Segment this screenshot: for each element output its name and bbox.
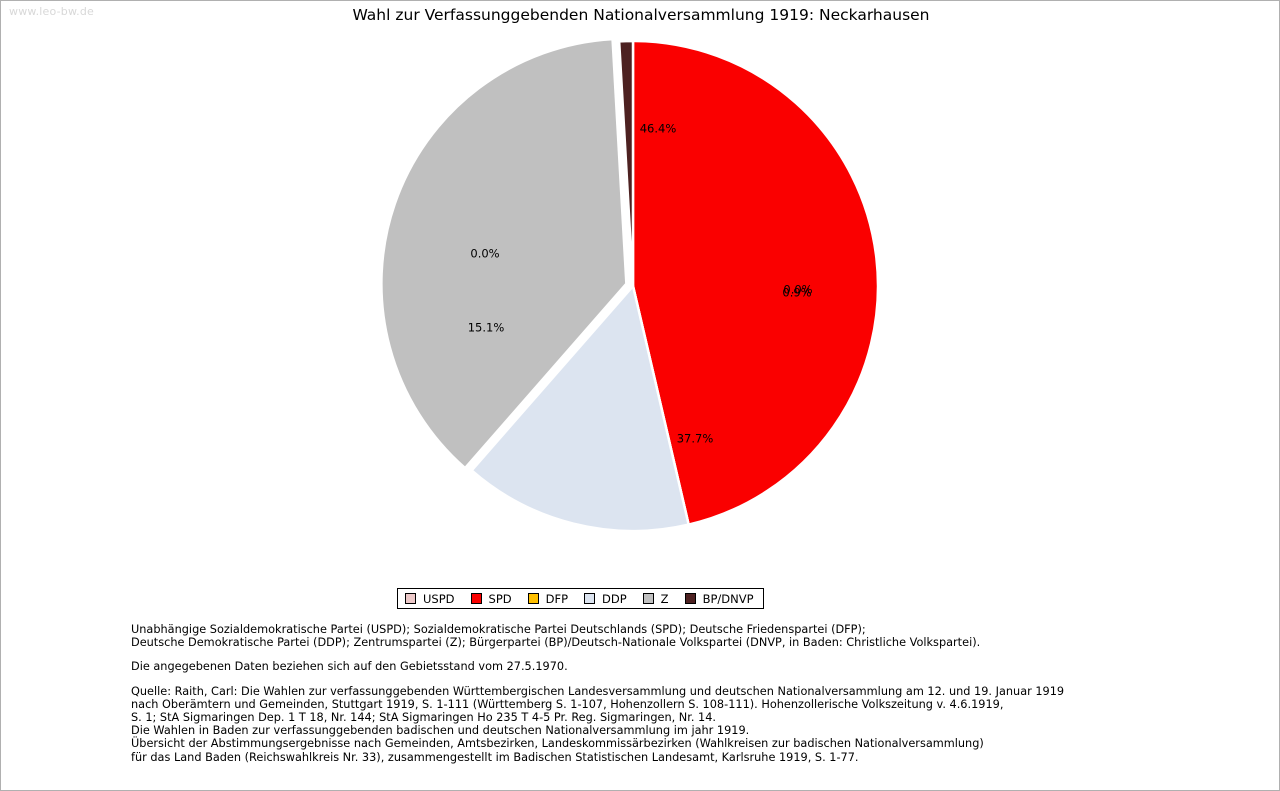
pie-slice-label-z: 37.7% (677, 432, 714, 446)
legend-item-label: BP/DNVP (702, 591, 754, 606)
footnotes: Unabhängige Sozialdemokratische Partei (… (131, 623, 1251, 764)
legend-swatch-icon (642, 593, 654, 604)
footnote-source-line: Die Wahlen in Baden zur verfassunggebend… (131, 724, 750, 738)
legend-swatch-icon (584, 593, 596, 604)
pie-slice-label-spd: 46.4% (640, 122, 677, 136)
legend-swatch-icon (405, 593, 416, 604)
footnote-source: Quelle: Raith, Carl: Die Wahlen zur verf… (131, 685, 1251, 764)
footnote-parties-line: Unabhängige Sozialdemokratische Partei (… (131, 623, 866, 636)
pie-slice-label-bp-dnvp: 0.9% (782, 286, 811, 300)
legend-item-spd[interactable]: SPD (470, 591, 512, 606)
legend-item-z[interactable]: Z (642, 591, 669, 606)
legend: USPD SPD DFP DDP Z BP/DNVP (397, 588, 764, 609)
footnote-source-line: Übersicht der Abstimmungsergebnisse nach… (131, 737, 984, 751)
pie-slice-bp-dnvp[interactable] (617, 39, 635, 288)
legend-item-label: USPD (423, 591, 455, 606)
legend-item-label: DFP (545, 591, 569, 606)
footnote-source-line: für das Land Baden (Reichswahlkreis Nr. … (131, 750, 859, 764)
pie-slice-group (380, 37, 880, 533)
footnote-source-line: S. 1; StA Sigmaringen Dep. 1 T 18, Nr. 1… (131, 711, 716, 725)
pie-slice-label-ddp: 15.1% (468, 321, 505, 335)
pie-slice-spd[interactable] (631, 39, 880, 526)
legend-item-bp-dnvp[interactable]: BP/DNVP (684, 591, 754, 606)
pie-label-group: 0.0% 46.4% 0.0% 15.1% 37.7% 0.9% (468, 122, 813, 446)
pie-slice-ddp[interactable] (470, 284, 690, 533)
legend-item-label: DDP (602, 591, 627, 606)
pie-slice-label-uspd: 0.0% (470, 247, 499, 261)
footnote-parties-line: Deutsche Demokratische Partei (DDP); Zen… (131, 636, 981, 650)
legend-swatch-icon (527, 593, 539, 604)
pie-slice-label-dfp: 0.0% (783, 283, 812, 297)
legend-item-uspd[interactable]: USPD (405, 592, 455, 606)
watermark: www.leo-bw.de (9, 5, 95, 18)
footnote-source-line: Quelle: Raith, Carl: Die Wahlen zur verf… (131, 684, 1065, 698)
footnote-territory-line: Die angegebenen Daten beziehen sich auf … (131, 660, 568, 674)
page-title: Wahl zur Verfassunggebenden Nationalvers… (352, 6, 930, 24)
legend-item-label: Z (660, 591, 669, 606)
footnote-source-line: nach Oberämtern und Gemeinden, Stuttgart… (131, 697, 1004, 711)
pie-slice-z[interactable] (380, 37, 628, 470)
legend-item-ddp[interactable]: DDP (584, 592, 627, 606)
legend-swatch-icon (684, 593, 696, 604)
legend-swatch-icon (470, 593, 482, 604)
footnote-territory: Die angegebenen Daten beziehen sich auf … (131, 660, 1251, 673)
footnote-parties: Unabhängige Sozialdemokratische Partei (… (131, 623, 1251, 649)
pie-chart: 0.0% 46.4% 0.0% 15.1% 37.7% 0.9% (380, 37, 880, 533)
legend-item-label: SPD (488, 591, 512, 606)
legend-item-dfp[interactable]: DFP (527, 591, 569, 606)
